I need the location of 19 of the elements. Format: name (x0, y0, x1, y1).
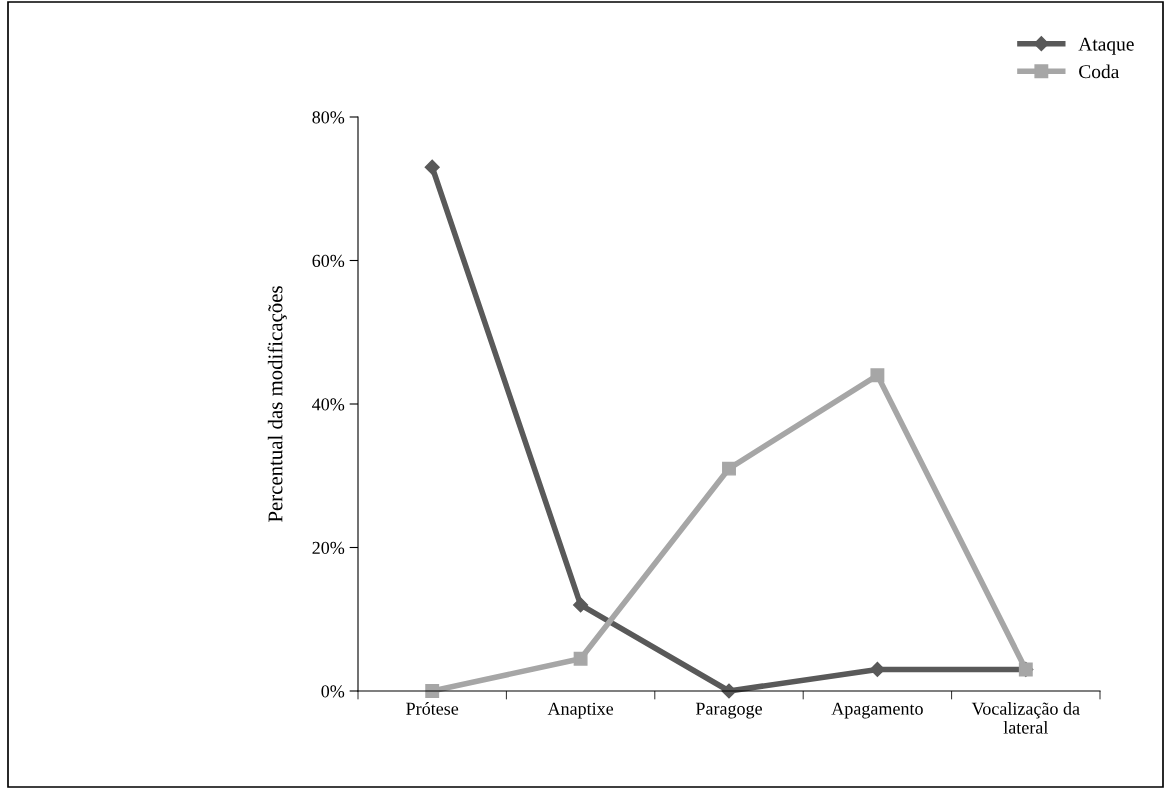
point (722, 461, 736, 476)
y-tick-label: 60% (312, 254, 345, 267)
x-tick-label: Vocalização da lateral (971, 702, 1080, 734)
y-tick-label: 0% (321, 685, 345, 698)
point (573, 597, 589, 613)
x-tick-label: Paragoge (695, 702, 762, 719)
legend-label: Ataque (1078, 37, 1134, 55)
legend-label: Coda (1079, 64, 1120, 79)
y-tick-label: 20% (312, 541, 345, 554)
point (424, 159, 440, 175)
x-tick-label: Anaptixe (547, 702, 614, 719)
point (870, 368, 885, 383)
x-tick-label: Prótese (406, 702, 459, 715)
y-axis-title: Percentual das modificações (267, 286, 287, 522)
point (573, 651, 588, 666)
y-tick-label: 40% (312, 398, 345, 411)
x-tick-label: Apagamento (831, 702, 923, 719)
point (869, 661, 885, 678)
y-tick-label: 80% (312, 111, 345, 124)
